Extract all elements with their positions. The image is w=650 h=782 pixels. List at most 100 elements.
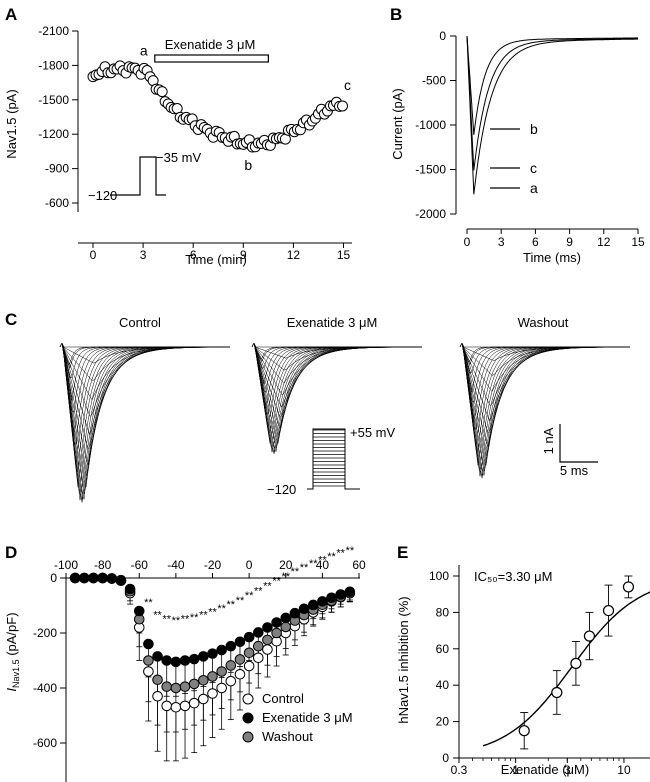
d-point-washout — [280, 621, 292, 633]
d-significance-marker: ** — [254, 585, 263, 597]
d-ylabel: INav1.5 (pA/pF) — [4, 612, 21, 691]
d-significance-marker: ** — [162, 614, 171, 626]
d-point-exenatide — [307, 599, 319, 611]
a-xlabel: Time (min) — [185, 252, 247, 267]
d-point-control — [234, 668, 246, 680]
d-point-exenatide — [97, 572, 108, 584]
c-title-control: Control — [119, 315, 161, 330]
panel-label-e: E — [397, 543, 408, 562]
a-y-tick-label: -600 — [45, 196, 69, 210]
b-x-tick-label: 15 — [631, 235, 645, 249]
b-y-tick-label: -2000 — [415, 207, 446, 221]
e-data-point — [570, 657, 582, 669]
b-ylabel: Current (pA) — [390, 88, 405, 160]
d-point-control — [170, 701, 182, 713]
d-point-exenatide — [79, 572, 90, 584]
d-point-exenatide — [179, 655, 191, 666]
c-sweep-washout — [459, 342, 630, 366]
b-x-tick-label: 12 — [597, 235, 611, 249]
d-significance-marker: ** — [336, 548, 345, 560]
d-point-exenatide — [326, 592, 337, 604]
e-data-point — [602, 604, 615, 617]
d-point-exenatide — [69, 572, 81, 584]
d-significance-marker: ** — [227, 599, 236, 611]
d-legend-marker-3 — [242, 731, 254, 743]
d-y-tick-label: -200 — [33, 626, 57, 640]
d-point-exenatide — [170, 656, 182, 668]
a-x-tick-label: 15 — [337, 248, 351, 262]
a-x-tick-label: 0 — [90, 248, 97, 262]
b-x-tick-label: 3 — [498, 235, 505, 249]
e-y-tick-label: 0 — [442, 751, 449, 765]
d-point-exenatide — [188, 653, 200, 665]
c-sweep-control — [59, 342, 230, 369]
e-y-tick-label: 80 — [436, 605, 450, 619]
a-y-tick-label: -2100 — [38, 24, 69, 38]
c-sweep-control — [59, 342, 230, 348]
d-point-washout — [161, 681, 173, 692]
b-trace-label-b: b — [530, 121, 538, 137]
d-point-exenatide — [143, 638, 154, 650]
d-significance-marker: ** — [236, 595, 245, 607]
d-point-washout — [207, 671, 218, 682]
d-point-exenatide — [271, 617, 282, 628]
d-significance-marker: ** — [190, 612, 199, 624]
d-point-control — [188, 697, 200, 709]
d-point-washout — [225, 660, 237, 671]
d-point-exenatide — [225, 640, 237, 652]
d-point-exenatide — [152, 651, 163, 662]
c-scale-current-label: 1 nA — [541, 427, 556, 454]
d-point-washout — [234, 654, 246, 665]
a-x-tick-label: 12 — [287, 248, 301, 262]
a-y-tick-label: -900 — [45, 162, 69, 176]
e-x-tick-label: 0.3 — [451, 763, 468, 777]
panel-label-b: B — [390, 5, 402, 24]
d-point-exenatide — [198, 651, 209, 662]
d-point-exenatide — [280, 612, 292, 624]
d-legend-label-1: Control — [262, 691, 304, 706]
d-point-exenatide — [298, 603, 310, 615]
c-protocol-outline — [307, 428, 360, 490]
d-point-washout — [170, 682, 182, 694]
b-trace-label-c: c — [530, 160, 537, 176]
e-data-point — [622, 581, 635, 593]
c-sweep-control — [59, 342, 230, 412]
d-x-tick-label: -60 — [131, 558, 149, 572]
d-point-exenatide — [289, 607, 301, 619]
d-point-exenatide — [115, 574, 127, 586]
d-significance-marker: ** — [309, 558, 318, 570]
d-point-exenatide — [262, 622, 273, 633]
d-point-washout — [252, 640, 264, 652]
d-point-exenatide — [344, 586, 356, 598]
d-legend-marker-1 — [242, 693, 254, 705]
d-legend-label-3: Washout — [262, 729, 313, 744]
c-protocol-step-label: +55 mV — [350, 425, 395, 440]
d-point-control — [179, 700, 191, 712]
e-x-tick-label: 10 — [617, 763, 631, 777]
d-significance-marker: ** — [327, 551, 336, 563]
a-point-label-a: a — [140, 43, 148, 59]
a-y-tick-label: -1500 — [38, 93, 69, 107]
d-point-control — [161, 700, 173, 712]
c-sweep-exenatide — [251, 342, 423, 418]
d-x-tick-label: 20 — [279, 558, 293, 572]
e-data-point — [518, 725, 530, 737]
d-x-tick-label: -20 — [204, 558, 222, 572]
d-point-washout — [198, 675, 209, 686]
c-sweep-exenatide — [251, 342, 422, 362]
d-point-control — [262, 644, 273, 655]
b-trace-label-a: a — [530, 180, 538, 196]
a-ylabel: Nav1.5 (pA) — [4, 89, 19, 158]
d-significance-marker: ** — [318, 554, 327, 566]
d-significance-marker: ** — [153, 609, 162, 621]
d-point-exenatide — [216, 644, 227, 656]
d-significance-marker: ** — [281, 571, 290, 583]
panel-label-c: C — [5, 310, 17, 329]
b-y-tick-label: -500 — [422, 74, 446, 88]
d-point-washout — [243, 647, 255, 659]
d-point-control — [243, 660, 255, 672]
d-y-tick-label: -600 — [33, 736, 57, 750]
b-y-tick-label: -1000 — [415, 118, 446, 132]
a-x-tick-label: 9 — [240, 248, 247, 262]
